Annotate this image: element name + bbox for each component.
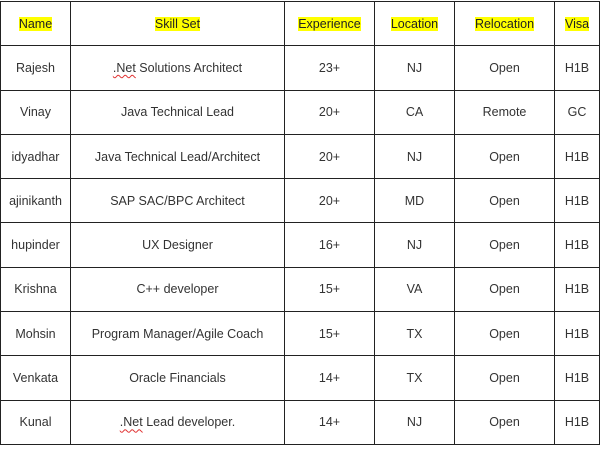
cell-relocation: Open xyxy=(454,399,555,445)
cell-skill-set: Java Technical Lead xyxy=(70,89,285,135)
table-row: idyadhar Java Technical Lead/Architect 20+… xyxy=(0,133,600,180)
cell-relocation: Open xyxy=(454,222,555,268)
skill-text: Java Technical Lead/Architect xyxy=(94,149,261,164)
skill-text: Oracle Financials xyxy=(129,371,226,386)
header-name: Name xyxy=(0,0,71,47)
header-row: Name Skill Set Experience Location Reloc… xyxy=(0,0,600,47)
cell-relocation: Open xyxy=(454,355,555,401)
cell-skill-set: Program Manager/Agile Coach xyxy=(70,311,285,357)
cell-experience: 20+ xyxy=(284,133,375,180)
table-row: ajinikanth SAP SAC/BPC Architect 20+ MD Open… xyxy=(0,178,600,224)
header-experience: Experience xyxy=(284,0,375,47)
cell-visa: H1B xyxy=(554,399,600,445)
cell-visa: H1B xyxy=(554,45,600,91)
skill-text: C++ developer xyxy=(136,282,219,297)
table-row: Krishna C++ developer 15+ VA Open H1B xyxy=(0,266,600,313)
cell-experience: 20+ xyxy=(284,89,375,135)
table-row: Rajesh .Net Solutions Architect 23+ NJ Open H… xyxy=(0,45,600,91)
cell-relocation: Remote xyxy=(454,89,555,135)
skill-text: UX Designer xyxy=(142,238,213,253)
cell-experience: 15+ xyxy=(284,266,375,313)
cell-experience: 23+ xyxy=(284,45,375,91)
cell-name: Venkata xyxy=(0,355,71,401)
header-label: Location xyxy=(390,16,439,31)
skill-text: Solutions Architect xyxy=(135,60,243,75)
cell-experience: 14+ xyxy=(284,355,375,401)
cell-visa: H1B xyxy=(554,311,600,357)
cell-location: TX xyxy=(374,311,455,357)
skill-text: Lead developer. xyxy=(142,415,236,430)
cell-name: Vinay xyxy=(0,89,71,135)
cell-relocation: Open xyxy=(454,266,555,313)
cell-location: TX xyxy=(374,355,455,401)
table-row: Venkata Oracle Financials 14+ TX Open H1B xyxy=(0,355,600,401)
cell-name: idyadhar xyxy=(0,133,71,180)
cell-experience: 20+ xyxy=(284,178,375,224)
header-location: Location xyxy=(374,0,455,47)
cell-visa: H1B xyxy=(554,178,600,224)
table-row: Vinay Java Technical Lead 20+ CA Remote GC xyxy=(0,89,600,135)
cell-visa: H1B xyxy=(554,355,600,401)
header-label: Experience xyxy=(298,16,361,31)
cell-skill-set: .Net Lead developer. xyxy=(70,399,285,445)
table-row: Mohsin Program Manager/Agile Coach 15+ TX Op… xyxy=(0,311,600,357)
cell-visa: H1B xyxy=(554,133,600,180)
cell-relocation: Open xyxy=(454,45,555,91)
cell-experience: 14+ xyxy=(284,399,375,445)
cell-relocation: Open xyxy=(454,178,555,224)
cell-location: NJ xyxy=(374,399,455,445)
cell-name: Kunal xyxy=(0,399,71,445)
cell-location: VA xyxy=(374,266,455,313)
cell-experience: 15+ xyxy=(284,311,375,357)
cell-location: NJ xyxy=(374,45,455,91)
cell-location: CA xyxy=(374,89,455,135)
cell-location: NJ xyxy=(374,222,455,268)
cell-visa: GC xyxy=(554,89,600,135)
header-visa: Visa xyxy=(554,0,600,47)
header-label: Name xyxy=(18,16,53,31)
cell-skill-set: SAP SAC/BPC Architect xyxy=(70,178,285,224)
table-row: Kunal .Net Lead developer. 14+ NJ Open H1B xyxy=(0,399,600,445)
cell-location: NJ xyxy=(374,133,455,180)
cell-skill-set: Java Technical Lead/Architect xyxy=(70,133,285,180)
cell-name: Krishna xyxy=(0,266,71,313)
cell-name: hupinder xyxy=(0,222,71,268)
header-label: Skill Set xyxy=(154,16,201,31)
cell-visa: H1B xyxy=(554,222,600,268)
cell-name: ajinikanth xyxy=(0,178,71,224)
skill-text: Program Manager/Agile Coach xyxy=(91,326,264,341)
cell-name: Mohsin xyxy=(0,311,71,357)
header-label: Visa xyxy=(564,16,590,31)
table-row: hupinder UX Designer 16+ NJ Open H1B xyxy=(0,222,600,268)
cell-relocation: Open xyxy=(454,133,555,180)
header-relocation: Relocation xyxy=(454,0,555,47)
cell-skill-set: C++ developer xyxy=(70,266,285,313)
cell-relocation: Open xyxy=(454,311,555,357)
skill-text: Java Technical Lead xyxy=(120,105,235,120)
cell-name: Rajesh xyxy=(0,45,71,91)
skill-text: SAP SAC/BPC Architect xyxy=(110,193,245,208)
skill-prefix: .Net xyxy=(119,415,143,430)
cell-visa: H1B xyxy=(554,266,600,313)
cell-skill-set: .Net Solutions Architect xyxy=(70,45,285,91)
cell-location: MD xyxy=(374,178,455,224)
header-label: Relocation xyxy=(474,16,535,31)
cell-experience: 16+ xyxy=(284,222,375,268)
cell-skill-set: UX Designer xyxy=(70,222,285,268)
cell-skill-set: Oracle Financials xyxy=(70,355,285,401)
header-skill-set: Skill Set xyxy=(70,0,285,47)
skill-prefix: .Net xyxy=(112,60,136,75)
